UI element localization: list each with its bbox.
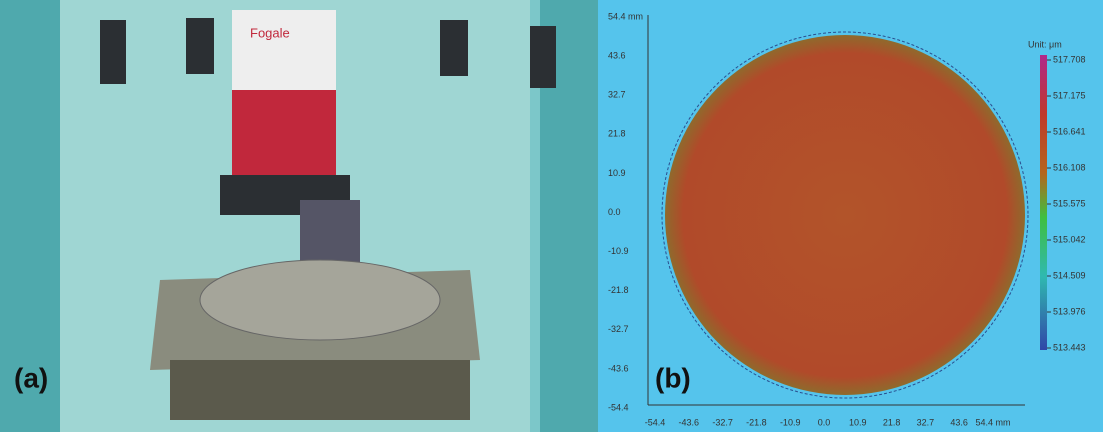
x-tick-label: 10.9 [849,417,867,427]
x-tick-label: -32.7 [712,417,733,427]
y-tick-label: 43.6 [608,50,626,60]
x-tick-label: -54.4 [645,417,666,427]
y-tick-label: 10.9 [608,168,626,178]
colorbar-label: 517.708 [1053,54,1086,64]
figure: Fogale (a) Unit: μm (b) 54.4 mm 43.6 32.7 2… [0,0,1103,432]
colorbar [1040,55,1047,350]
y-tick-label: 32.7 [608,90,626,100]
colorbar-label: 513.443 [1053,342,1086,352]
x-tick-label: 43.6 [950,417,968,427]
y-tick-label: -43.6 [608,363,629,373]
page: Fogale (a) Unit: μm (b) 54.4 mm 43.6 32.7 2… [0,0,1103,432]
colorbar-label: 515.042 [1053,234,1086,244]
colorbar-label: 515.575 [1053,198,1086,208]
x-tick-label: 0.0 [818,417,831,427]
x-tick-label: 54.4 mm [975,417,1010,427]
panel-label: (a) [14,362,48,393]
y-tick-label: -54.4 [608,402,629,412]
y-tick-label: -21.8 [608,285,629,295]
panel-label: (b) [655,362,691,393]
x-tick-label: -21.8 [746,417,767,427]
colorbar-label: 517.175 [1053,90,1086,100]
colorbar-label: 513.976 [1053,306,1086,316]
x-tick-label: -43.6 [679,417,700,427]
y-tick-label: -10.9 [608,246,629,256]
x-tick-label: 21.8 [883,417,901,427]
y-tick-label: 0.0 [608,207,621,217]
x-tick-label: 32.7 [917,417,935,427]
y-tick-label: 54.4 mm [608,11,643,21]
colorbar-label: 514.509 [1053,270,1086,280]
brand: Fogale [250,25,290,40]
x-tick-label: -10.9 [780,417,801,427]
wafer-map [665,35,1025,395]
y-tick-label: 21.8 [608,129,626,139]
colorbar-label: 516.108 [1053,162,1086,172]
colorbar-title: Unit: μm [1028,39,1062,49]
colorbar-label: 516.641 [1053,126,1086,136]
thickness-map: Unit: μm [648,15,1062,405]
photo: Fogale [0,0,598,432]
y-tick-label: -32.7 [608,324,629,334]
